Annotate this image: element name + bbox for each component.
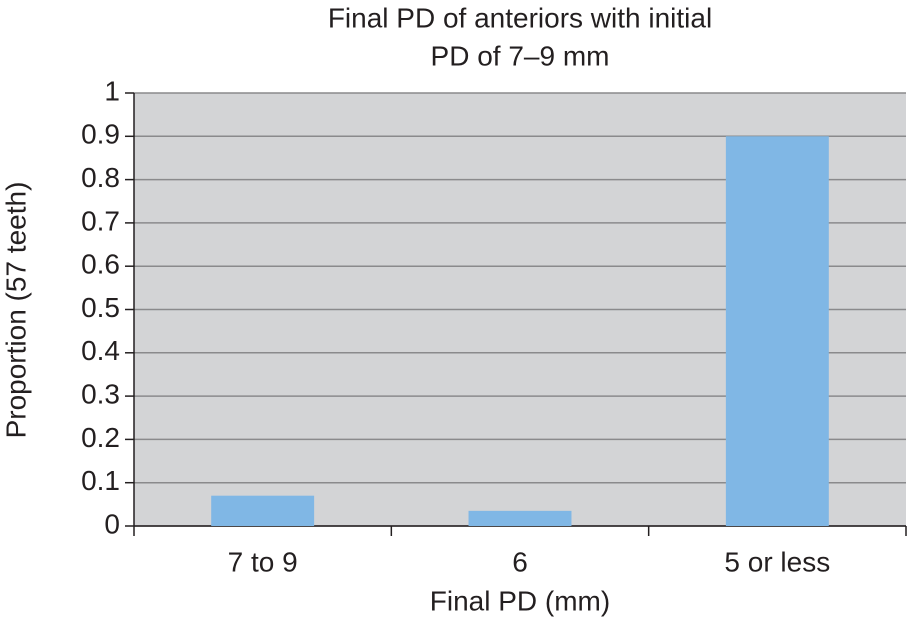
y-tick-label: 0.1 [81, 465, 120, 496]
y-tick-label: 0.3 [81, 378, 120, 409]
x-tick-label: 5 or less [724, 546, 830, 577]
y-tick-label: 0.4 [81, 335, 120, 366]
bar [211, 495, 315, 526]
bar [725, 136, 829, 527]
chart-title: PD of 7–9 mm [431, 40, 610, 71]
y-tick-label: 0 [104, 508, 120, 539]
x-axis-label: Final PD (mm) [430, 585, 610, 616]
y-tick-label: 0.6 [81, 249, 120, 280]
y-axis-label: Proportion (57 teeth) [0, 182, 31, 439]
bar [468, 510, 572, 526]
y-tick-label: 0.7 [81, 205, 120, 236]
y-tick-label: 0.8 [81, 162, 120, 193]
y-tick-label: 0.2 [81, 422, 120, 453]
x-tick-label: 7 to 9 [228, 546, 298, 577]
y-tick-label: 0.5 [81, 292, 120, 323]
y-tick-label: 1 [104, 75, 120, 106]
y-tick-label: 0.9 [81, 119, 120, 150]
chart-title: Final PD of anteriors with initial [328, 2, 712, 33]
x-tick-label: 6 [512, 546, 528, 577]
